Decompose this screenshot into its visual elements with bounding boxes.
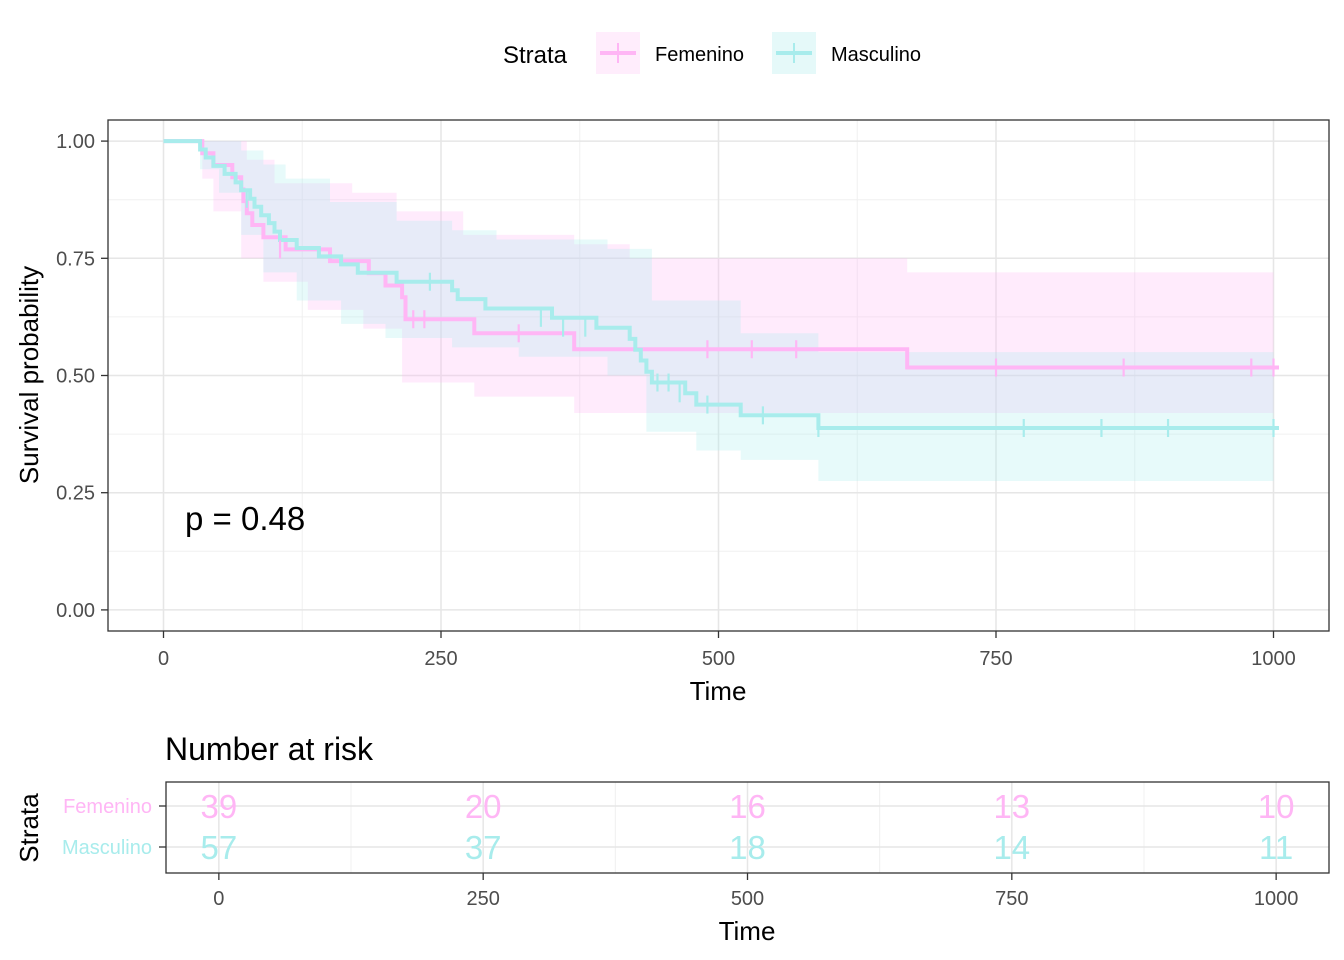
risk-count-masculino: 37 xyxy=(465,829,502,866)
risk-table-values: 39 20 16 13 10 57 37 18 14 11 xyxy=(201,788,1295,866)
risk-x-tick-label: 250 xyxy=(466,888,499,910)
x-tick-label: 500 xyxy=(702,648,735,670)
risk-count-masculino: 14 xyxy=(993,829,1030,866)
survival-curves xyxy=(163,139,1279,430)
y-tick-label: 0.75 xyxy=(56,248,95,270)
risk-table-x-title: Time xyxy=(719,916,776,946)
confidence-bands xyxy=(163,141,1274,481)
risk-count-femenino: 16 xyxy=(729,788,766,825)
risk-count-masculino: 57 xyxy=(201,829,238,866)
y-tick-label: 0.00 xyxy=(56,600,95,622)
risk-x-tick-label: 500 xyxy=(731,888,764,910)
risk-table-axes: 0 250 500 750 1000 Femenino Masculino xyxy=(62,796,1298,910)
risk-row-label-femenino: Femenino xyxy=(63,796,152,818)
x-tick-label: 1000 xyxy=(1251,648,1296,670)
ci-band-femenino xyxy=(163,141,1274,413)
risk-count-femenino: 10 xyxy=(1258,788,1295,825)
p-value-label: p = 0.48 xyxy=(185,500,305,537)
risk-count-masculino: 11 xyxy=(1259,829,1293,866)
y-axis-title: Survival probability xyxy=(14,266,44,484)
survival-curve-masculino xyxy=(163,139,1279,430)
legend-label-femenino: Femenino xyxy=(655,44,744,66)
risk-row-label-masculino: Masculino xyxy=(62,837,152,859)
risk-x-tick-label: 750 xyxy=(995,888,1028,910)
ci-band-masculino xyxy=(163,141,1274,481)
x-tick-label: 250 xyxy=(424,648,457,670)
risk-count-masculino: 18 xyxy=(729,829,766,866)
survival-plot: 0 250 500 750 1000 0.00 0.25 0.50 0.75 1.00 p = 0… xyxy=(14,119,1330,706)
x-tick-label: 750 xyxy=(979,648,1012,670)
survival-axes: 0 250 500 750 1000 0.00 0.25 0.50 0.75 1.00 xyxy=(56,131,1296,670)
x-axis-title: Time xyxy=(690,676,747,706)
risk-x-tick-label: 1000 xyxy=(1254,888,1299,910)
risk-count-femenino: 20 xyxy=(465,788,502,825)
legend-title: Strata xyxy=(503,42,568,69)
x-tick-label: 0 xyxy=(158,648,169,670)
risk-count-femenino: 13 xyxy=(993,788,1030,825)
y-tick-label: 0.50 xyxy=(56,366,95,388)
y-tick-label: 1.00 xyxy=(56,131,95,153)
risk-count-femenino: 39 xyxy=(201,788,238,825)
risk-table-title: Number at risk xyxy=(165,731,374,767)
risk-table: Number at risk 39 20 16 13 10 57 37 18 14 11 0 250… xyxy=(14,731,1330,946)
risk-table-y-title: Strata xyxy=(14,793,44,863)
risk-table-gridlines xyxy=(166,782,1329,873)
censor-marks xyxy=(245,189,1275,438)
risk-x-tick-label: 0 xyxy=(213,888,224,910)
y-tick-label: 0.25 xyxy=(56,483,95,505)
legend-label-masculino: Masculino xyxy=(831,44,921,66)
legend: Strata Femenino Masculino xyxy=(503,32,921,74)
